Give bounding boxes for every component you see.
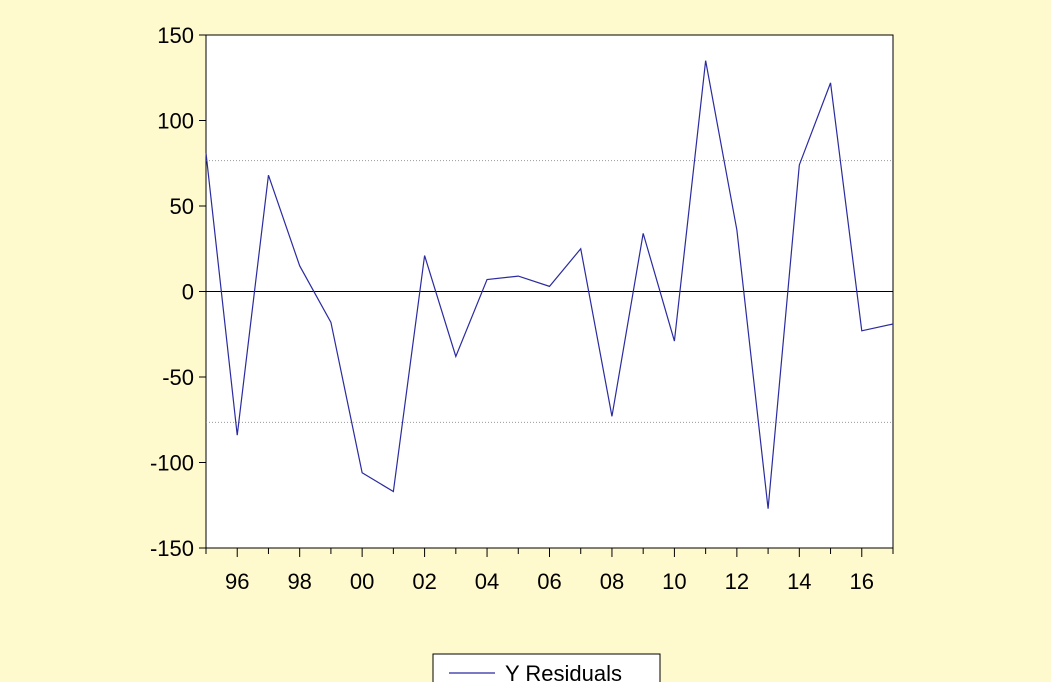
x-axis: 96 98 00 02 04 06 08 10 12 14 16 <box>205 548 894 594</box>
x-tick-label: 10 <box>662 569 686 594</box>
y-axis: -150 -100 -50 0 50 100 150 <box>150 23 206 561</box>
x-tick-label: 08 <box>600 569 624 594</box>
y-tick-label: -50 <box>162 365 194 390</box>
y-tick-label: -150 <box>150 536 194 561</box>
x-tick-label: 96 <box>225 569 249 594</box>
reference-lines <box>206 160 893 423</box>
y-tick-label: -100 <box>150 451 194 476</box>
y-tick-label: 0 <box>182 280 194 305</box>
y-tick-label: 100 <box>157 109 194 134</box>
legend-label-y-residuals: Y Residuals <box>505 661 622 682</box>
x-tick-label: 12 <box>725 569 749 594</box>
x-tick-label: 98 <box>287 569 311 594</box>
x-tick-label: 00 <box>350 569 374 594</box>
legend-box <box>432 653 661 682</box>
x-tick-label: 16 <box>850 569 874 594</box>
series-line-y-residuals <box>205 60 894 509</box>
series-layer <box>205 60 894 509</box>
legend: Y Residuals <box>432 653 661 682</box>
x-tick-label: 06 <box>537 569 561 594</box>
x-tick-label: 04 <box>475 569 499 594</box>
x-tick-label: 14 <box>787 569 811 594</box>
y-tick-label: 150 <box>157 23 194 48</box>
y-tick-label: 50 <box>170 194 194 219</box>
x-tick-label: 02 <box>412 569 436 594</box>
